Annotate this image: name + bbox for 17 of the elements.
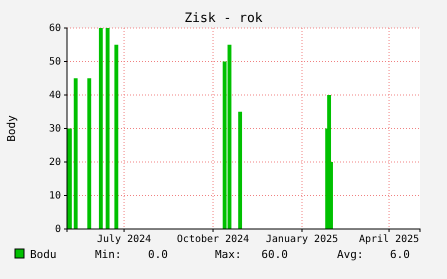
y-axis-title: Body xyxy=(5,114,18,142)
x-tick-label: January 2025 xyxy=(266,234,338,246)
y-tick-label: 0 xyxy=(54,224,61,236)
legend-label: Bodu xyxy=(30,248,56,261)
y-tick-label: 50 xyxy=(48,56,61,68)
y-tick-label: 30 xyxy=(48,124,61,135)
y-tick-label: 60 xyxy=(48,23,61,34)
chart-title: Zisk - rok xyxy=(184,11,263,26)
y-tick-label: 40 xyxy=(48,90,61,102)
text: Min: 0.0 xyxy=(95,248,168,261)
text: Max: 60.0 xyxy=(215,248,288,261)
x-tick-label: October 2024 xyxy=(176,234,250,246)
text: Avg: 6.0 xyxy=(337,248,410,261)
x-tick-label: July 2024 xyxy=(96,234,152,246)
x-tick-label: April 2025 xyxy=(358,234,420,246)
y-tick-label: 10 xyxy=(48,190,61,202)
y-tick-label: 20 xyxy=(48,157,61,168)
